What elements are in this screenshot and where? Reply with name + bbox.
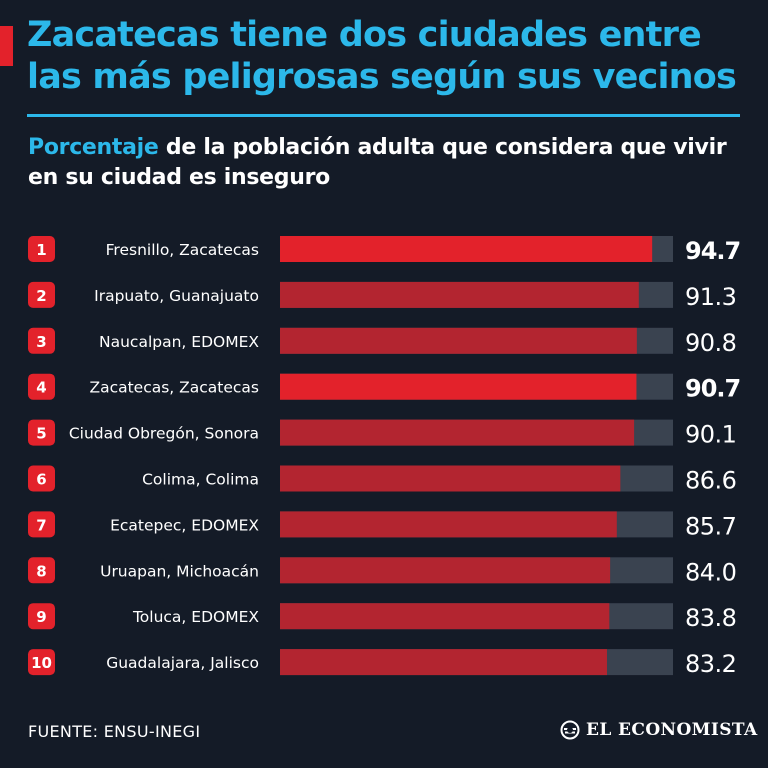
bar (280, 327, 637, 354)
value-label: 91.3 (685, 283, 736, 311)
title-divider (27, 114, 740, 117)
city-label: Guadalajara, Jalisco (106, 654, 259, 672)
rank-badge (28, 557, 55, 584)
city-label: Zacatecas, Zacatecas (89, 379, 259, 397)
city-label: Ciudad Obregón, Sonora (69, 425, 259, 443)
title-accent-bar (0, 26, 13, 66)
rank-badge (28, 603, 55, 630)
value-label: 86.6 (685, 467, 736, 495)
value-label: 94.7 (685, 237, 740, 265)
bar (280, 281, 639, 308)
rank-number: 10 (31, 654, 52, 672)
subtitle-highlight: Porcentaje (28, 135, 159, 160)
brand-name: EL ECONOMISTA (586, 720, 758, 740)
rank-badge (28, 511, 55, 538)
rank-number: 4 (36, 379, 46, 397)
rank-badge (28, 373, 55, 400)
rank-number: 9 (36, 608, 46, 626)
rank-number: 1 (36, 241, 46, 259)
value-label: 83.2 (685, 650, 736, 678)
rank-badge (28, 465, 55, 492)
rank-number: 2 (36, 287, 46, 305)
rank-number: 6 (36, 471, 46, 489)
chart-subtitle: Porcentaje de la población adulta que co… (28, 133, 748, 193)
city-label: Ecatepec, EDOMEX (110, 516, 259, 534)
bar (280, 649, 607, 676)
bar (280, 236, 653, 262)
bar (280, 419, 635, 446)
value-label: 90.1 (685, 421, 736, 449)
city-label: Irapuato, Guanajuato (94, 287, 259, 305)
brand-logo-icon (560, 720, 580, 740)
rank-badge (28, 327, 55, 354)
value-label: 90.7 (685, 375, 740, 403)
value-label: 83.8 (685, 604, 736, 632)
bar (280, 511, 617, 538)
value-label: 84.0 (685, 558, 736, 586)
bar (280, 373, 637, 400)
bar (280, 465, 621, 492)
page-title: Zacatecas tiene dos ciudades entre las m… (27, 15, 737, 97)
city-label: Colima, Colima (142, 471, 259, 489)
city-label: Naucalpan, EDOMEX (99, 333, 259, 351)
rank-badge (28, 236, 55, 262)
brand-logo: EL ECONOMISTA (560, 720, 758, 740)
source-note: FUENTE: ENSU-INEGI (28, 722, 201, 741)
city-label: Toluca, EDOMEX (132, 608, 259, 626)
subtitle-rest: de la población adulta que considera que… (28, 135, 727, 190)
rank-number: 8 (36, 562, 46, 580)
value-label: 85.7 (685, 512, 736, 540)
value-label: 90.8 (685, 329, 736, 357)
rank-number: 3 (36, 333, 46, 351)
bar (280, 557, 611, 584)
rank-number: 5 (36, 425, 46, 443)
rank-number: 7 (36, 516, 46, 534)
rank-badge (28, 649, 55, 676)
city-label: Uruapan, Michoacán (100, 562, 259, 580)
bar (280, 603, 610, 630)
rank-badge (28, 419, 55, 446)
rank-badge (28, 281, 55, 308)
city-label: Fresnillo, Zacatecas (106, 241, 259, 259)
